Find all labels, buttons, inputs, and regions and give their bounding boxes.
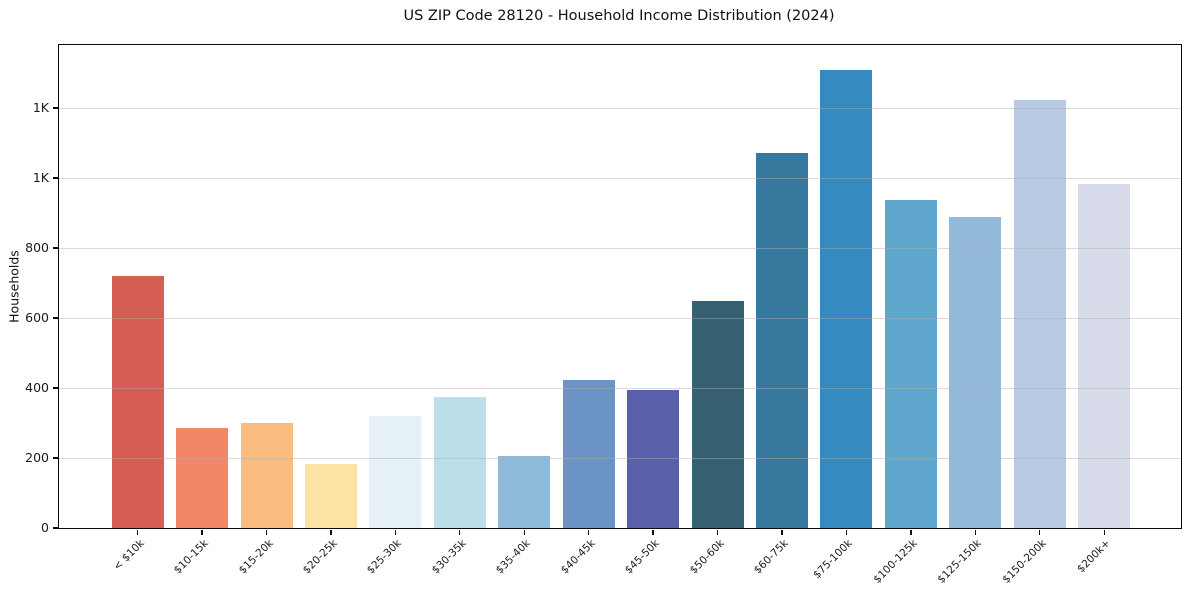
gridline (59, 177, 1181, 179)
y-tick-label: 1K (32, 100, 49, 115)
y-axis-label: Households (6, 250, 22, 323)
bar (240, 423, 293, 528)
bar (949, 216, 1002, 528)
x-tick (652, 529, 654, 535)
x-tick (459, 529, 461, 535)
y-tick (52, 457, 58, 459)
y-tick (52, 387, 58, 389)
x-tick (845, 529, 848, 535)
x-tick (1103, 529, 1105, 535)
gridline (59, 317, 1181, 319)
y-tick (52, 247, 58, 249)
y-tick-label: 1K (32, 170, 49, 185)
x-tick (394, 529, 397, 535)
x-tick (330, 529, 332, 535)
bar (820, 69, 873, 528)
gridline (59, 457, 1181, 459)
y-tick (52, 107, 58, 109)
y-tick-label: 800 (25, 240, 49, 255)
bar (691, 301, 744, 528)
bar (111, 276, 164, 528)
x-tick (974, 529, 976, 535)
bar (369, 416, 422, 528)
x-tick (265, 529, 268, 535)
bar (627, 389, 680, 528)
y-tick (52, 177, 58, 179)
gridline (59, 107, 1181, 109)
bar (884, 199, 937, 528)
bar (433, 396, 486, 528)
y-tick-label: 0 (41, 520, 49, 535)
bar (304, 464, 357, 528)
x-tick (716, 529, 719, 535)
gridline (59, 387, 1181, 389)
bar (562, 379, 615, 528)
x-tick (781, 529, 783, 535)
x-tick (523, 529, 525, 535)
y-tick-label: 200 (25, 450, 49, 465)
y-tick-label: 600 (25, 310, 49, 325)
chart-title: US ZIP Code 28120 - Household Income Dis… (403, 8, 835, 24)
x-tick (588, 529, 590, 535)
x-tick-label: < $10k (110, 537, 147, 573)
bar (1013, 99, 1066, 528)
bar (498, 455, 551, 528)
y-tick (52, 317, 58, 319)
bar (756, 152, 808, 528)
x-tick (201, 529, 203, 535)
x-tick (910, 529, 912, 535)
y-tick (52, 527, 58, 529)
bar (176, 427, 229, 528)
bar (1078, 183, 1131, 528)
x-tick (137, 529, 139, 535)
x-tick (1039, 529, 1041, 535)
y-tick-label: 400 (25, 380, 49, 395)
gridline (59, 247, 1181, 249)
plot-area: 0 200 400 600 800 1K 1K < $10k $10-15k $15-20k $20… (25, 44, 1182, 586)
